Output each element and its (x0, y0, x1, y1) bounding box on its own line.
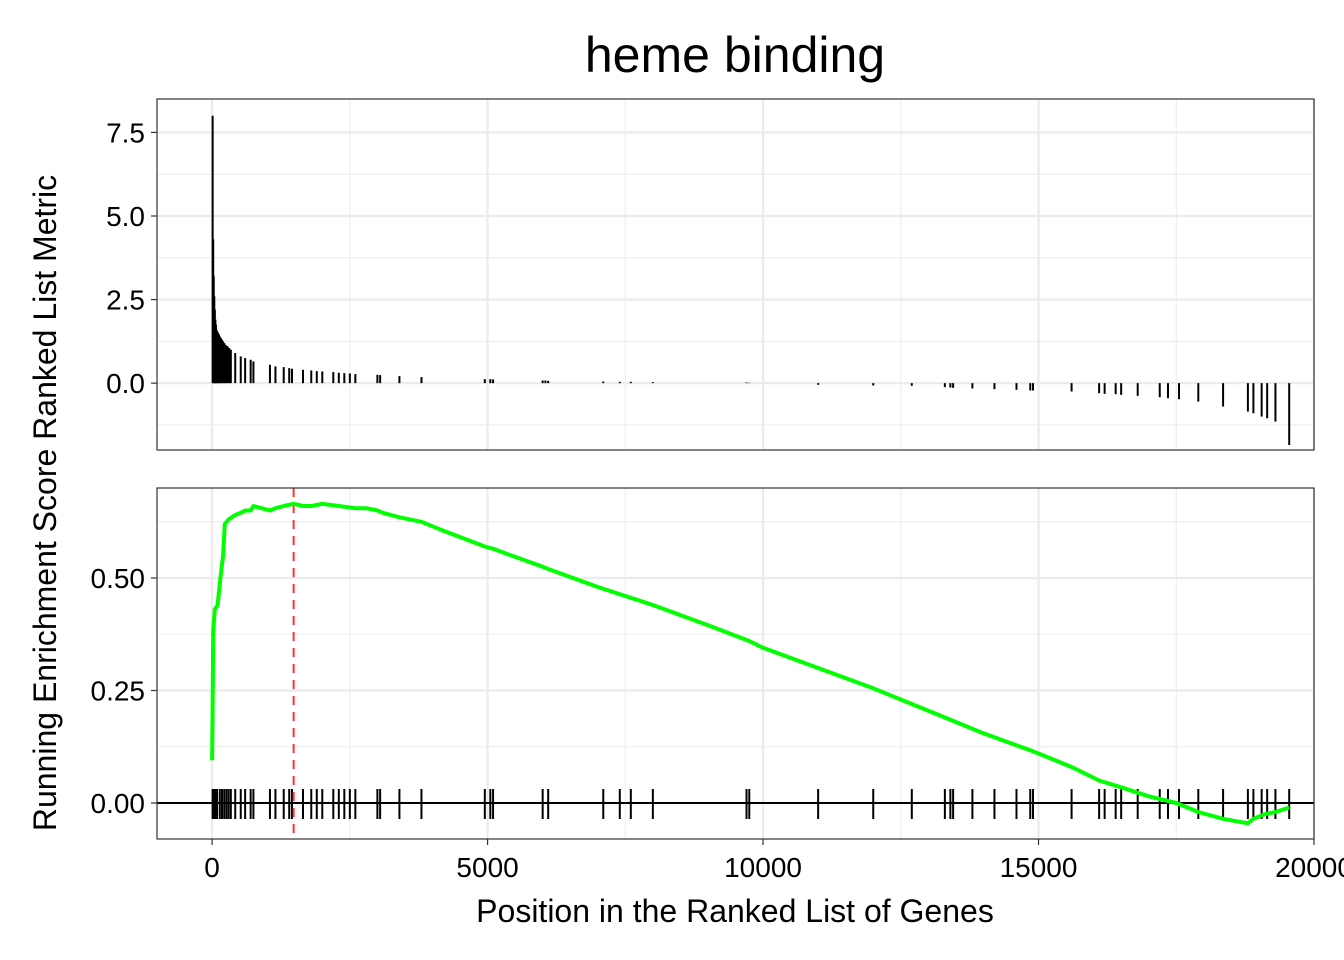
y-tick-label: 2.5 (106, 285, 145, 316)
x-tick-label: 20000 (1275, 852, 1344, 883)
enrichment-y-axis: 0.00 0.25 0.50 (91, 563, 157, 819)
enrichment-panel-border (156, 487, 1315, 840)
ranked-metric-panel-background (157, 99, 1314, 450)
y-tick-label: 0.0 (106, 368, 145, 399)
x-tick-label: 0 (204, 852, 220, 883)
chart-title: heme binding (585, 27, 885, 83)
x-tick-label: 10000 (724, 852, 802, 883)
ranked-metric-bars (211, 115, 1291, 445)
running-es-line (210, 501, 1290, 826)
y-axis-label: Running Enrichment Score Ranked List Met… (27, 175, 63, 831)
enrichment-panel: 0.00 0.25 0.50 (91, 487, 1316, 840)
enrichment-panel-background (157, 488, 1314, 839)
x-tick-label: 15000 (1000, 852, 1078, 883)
x-axis: 0 5000 10000 15000 20000 (204, 839, 1344, 883)
x-axis-label: Position in the Ranked List of Genes (476, 893, 994, 929)
x-tick-label: 5000 (456, 852, 518, 883)
y-tick-label: 5.0 (106, 201, 145, 232)
ranked-metric-panel-border (156, 98, 1315, 451)
y-tick-label: 0.50 (91, 563, 146, 594)
enrichment-lines (157, 488, 1314, 839)
ranked-metric-y-axis: 0.0 2.5 5.0 7.5 (106, 117, 157, 399)
y-tick-label: 0.25 (91, 676, 146, 707)
ranked-metric-panel: 0.0 2.5 5.0 7.5 (106, 98, 1316, 451)
y-tick-label: 7.5 (106, 117, 145, 148)
y-tick-label: 0.00 (91, 788, 146, 819)
